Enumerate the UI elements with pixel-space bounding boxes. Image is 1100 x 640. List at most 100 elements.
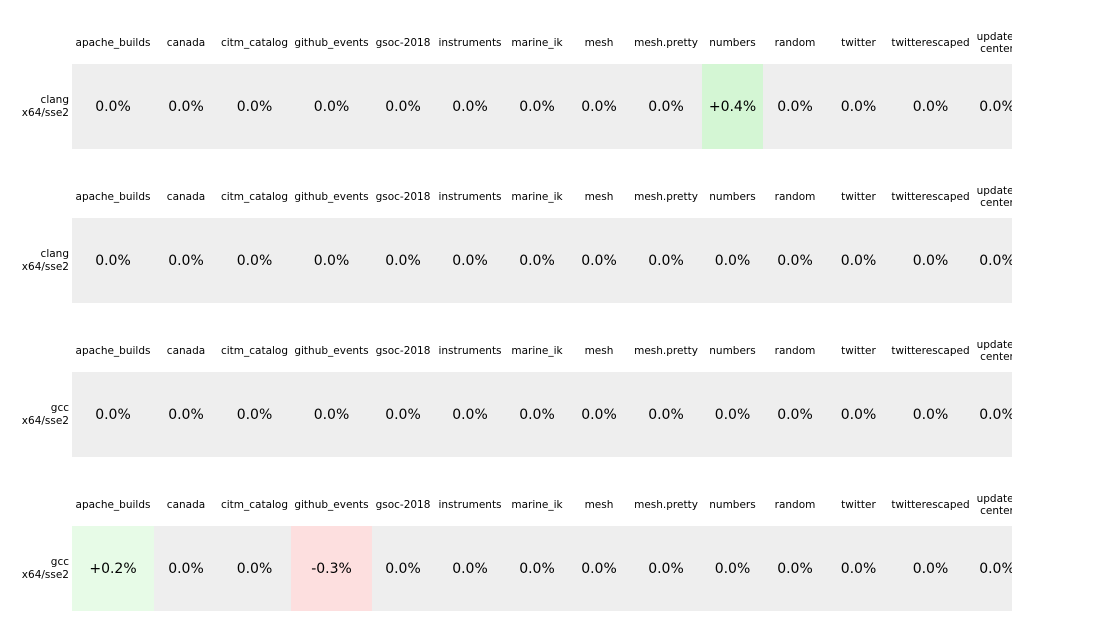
- heatmap-cell-mesh: 0.0%: [568, 218, 630, 303]
- column-header-github_events: github_events: [294, 37, 369, 49]
- heatmap-cell-github_events: 0.0%: [291, 372, 372, 457]
- row-label: clang x64/sse2: [0, 64, 72, 149]
- column-header-twitter: twitter: [841, 499, 876, 511]
- column-header-gsoc-2018: gsoc-2018: [375, 345, 431, 357]
- column-header-random: random: [774, 345, 816, 357]
- row-label-line: x64/sse2: [21, 260, 69, 273]
- row-label-spacer: [0, 197, 72, 198]
- column-header-update-center: update-center: [976, 339, 1012, 363]
- row-label: gcc x64/sse2: [0, 526, 72, 611]
- heatmap-cell-instruments: 0.0%: [434, 218, 506, 303]
- heatmap-cell-canada: 0.0%: [154, 372, 218, 457]
- heatmap-cell-random: 0.0%: [763, 218, 827, 303]
- heatmap-block-4: apache_builds canada citm_catalog github_ev…: [0, 492, 1100, 611]
- column-header-update-center: update-center: [976, 185, 1012, 209]
- heatmap-cell-canada: 0.0%: [154, 526, 218, 611]
- heatmap-cell-mesh: 0.0%: [568, 372, 630, 457]
- column-header-random: random: [774, 191, 816, 203]
- column-header-gsoc-2018: gsoc-2018: [375, 191, 431, 203]
- column-header-instruments: instruments: [438, 345, 502, 357]
- column-header-canada: canada: [166, 37, 206, 49]
- column-header-citm_catalog: citm_catalog: [220, 191, 289, 203]
- heatmap-cell-twitterescaped: 0.0%: [890, 372, 971, 457]
- heatmap-cell-marine_ik: 0.0%: [506, 526, 568, 611]
- heatmap-cell-numbers: 0.0%: [702, 372, 763, 457]
- heatmap-cell-citm_catalog: 0.0%: [218, 218, 291, 303]
- column-header-twitter: twitter: [841, 191, 876, 203]
- heatmap-cell-canada: 0.0%: [154, 218, 218, 303]
- column-header-row: apache_builds canada citm_catalog github_ev…: [0, 338, 1012, 364]
- heatmap-cell-twitter: 0.0%: [827, 64, 890, 149]
- heatmap-cell-github_events: -0.3%: [291, 526, 372, 611]
- heatmap-cell-citm_catalog: 0.0%: [218, 526, 291, 611]
- heatmap-cell-apache_builds: 0.0%: [72, 218, 154, 303]
- row-label-line: gcc: [50, 401, 69, 414]
- heatmap-cell-apache_builds: 0.0%: [72, 64, 154, 149]
- heatmap-cell-instruments: 0.0%: [434, 526, 506, 611]
- column-header-twitterescaped: twitterescaped: [891, 345, 970, 357]
- heatmap-clip-viewport: apache_builds canada citm_catalog github_ev…: [0, 492, 1012, 611]
- heatmap-cell-instruments: 0.0%: [434, 64, 506, 149]
- column-header-mesh.pretty: mesh.pretty: [634, 345, 698, 357]
- heatmap-band: clang x64/sse2 0.0% 0.0% 0.0% 0.0% 0.0% 0.0% 0.0…: [0, 218, 1012, 303]
- column-header-mesh: mesh: [584, 37, 614, 49]
- heatmap-cell-mesh: 0.0%: [568, 526, 630, 611]
- heatmap-cell-random: 0.0%: [763, 372, 827, 457]
- heatmap-cell-update-center: 0.0%: [971, 526, 1012, 611]
- column-header-github_events: github_events: [294, 499, 369, 511]
- heatmap-cell-github_events: 0.0%: [291, 218, 372, 303]
- heatmap-cell-twitterescaped: 0.0%: [890, 218, 971, 303]
- column-header-mesh.pretty: mesh.pretty: [634, 37, 698, 49]
- heatmap-cell-gsoc-2018: 0.0%: [372, 64, 434, 149]
- column-header-mesh: mesh: [584, 345, 614, 357]
- column-header-gsoc-2018: gsoc-2018: [375, 37, 431, 49]
- heatmap-cell-gsoc-2018: 0.0%: [372, 372, 434, 457]
- column-header-numbers: numbers: [709, 37, 756, 49]
- row-label-line: clang: [40, 93, 69, 106]
- heatmap-cell-instruments: 0.0%: [434, 372, 506, 457]
- heatmap-band: clang x64/sse2 0.0% 0.0% 0.0% 0.0% 0.0% 0.0% 0.0…: [0, 64, 1012, 149]
- column-header-apache_builds: apache_builds: [75, 499, 151, 511]
- column-header-update-center: update-center: [976, 31, 1012, 55]
- column-header-row: apache_builds canada citm_catalog github_ev…: [0, 30, 1012, 56]
- column-header-canada: canada: [166, 191, 206, 203]
- heatmap-cell-twitterescaped: 0.0%: [890, 64, 971, 149]
- row-label-line: x64/sse2: [21, 106, 69, 119]
- column-header-numbers: numbers: [709, 499, 756, 511]
- column-header-apache_builds: apache_builds: [75, 37, 151, 49]
- column-header-twitter: twitter: [841, 37, 876, 49]
- column-header-github_events: github_events: [294, 191, 369, 203]
- column-header-citm_catalog: citm_catalog: [220, 37, 289, 49]
- heatmap-cell-mesh.pretty: 0.0%: [630, 372, 702, 457]
- column-header-twitterescaped: twitterescaped: [891, 191, 970, 203]
- heatmap-cell-apache_builds: 0.0%: [72, 372, 154, 457]
- heatmap-block-2: apache_builds canada citm_catalog github_ev…: [0, 184, 1100, 303]
- column-header-instruments: instruments: [438, 37, 502, 49]
- row-label: clang x64/sse2: [0, 218, 72, 303]
- heatmap-cell-numbers: +0.4%: [702, 64, 763, 149]
- column-header-random: random: [774, 37, 816, 49]
- row-label-spacer: [0, 43, 72, 44]
- column-header-twitterescaped: twitterescaped: [891, 499, 970, 511]
- row-label-line: gcc: [50, 555, 69, 568]
- column-header-mesh.pretty: mesh.pretty: [634, 191, 698, 203]
- heatmap-cell-mesh: 0.0%: [568, 64, 630, 149]
- row-label-line: clang: [40, 247, 69, 260]
- heatmap-cell-mesh.pretty: 0.0%: [630, 218, 702, 303]
- heatmap-clip-viewport: apache_builds canada citm_catalog github_ev…: [0, 338, 1012, 457]
- column-header-canada: canada: [166, 499, 206, 511]
- heatmap-block-1: apache_builds canada citm_catalog github_ev…: [0, 30, 1100, 149]
- row-label-spacer: [0, 351, 72, 352]
- column-header-mesh: mesh: [584, 499, 614, 511]
- benchmark-heatmap-figure: apache_builds canada citm_catalog github_ev…: [0, 30, 1100, 611]
- column-header-twitter: twitter: [841, 345, 876, 357]
- heatmap-cell-update-center: 0.0%: [971, 218, 1012, 303]
- heatmap-cell-gsoc-2018: 0.0%: [372, 526, 434, 611]
- heatmap-cell-marine_ik: 0.0%: [506, 218, 568, 303]
- heatmap-cell-marine_ik: 0.0%: [506, 372, 568, 457]
- column-header-marine_ik: marine_ik: [511, 345, 563, 357]
- column-header-random: random: [774, 499, 816, 511]
- column-header-apache_builds: apache_builds: [75, 191, 151, 203]
- column-header-twitterescaped: twitterescaped: [891, 37, 970, 49]
- heatmap-cell-twitterescaped: 0.0%: [890, 526, 971, 611]
